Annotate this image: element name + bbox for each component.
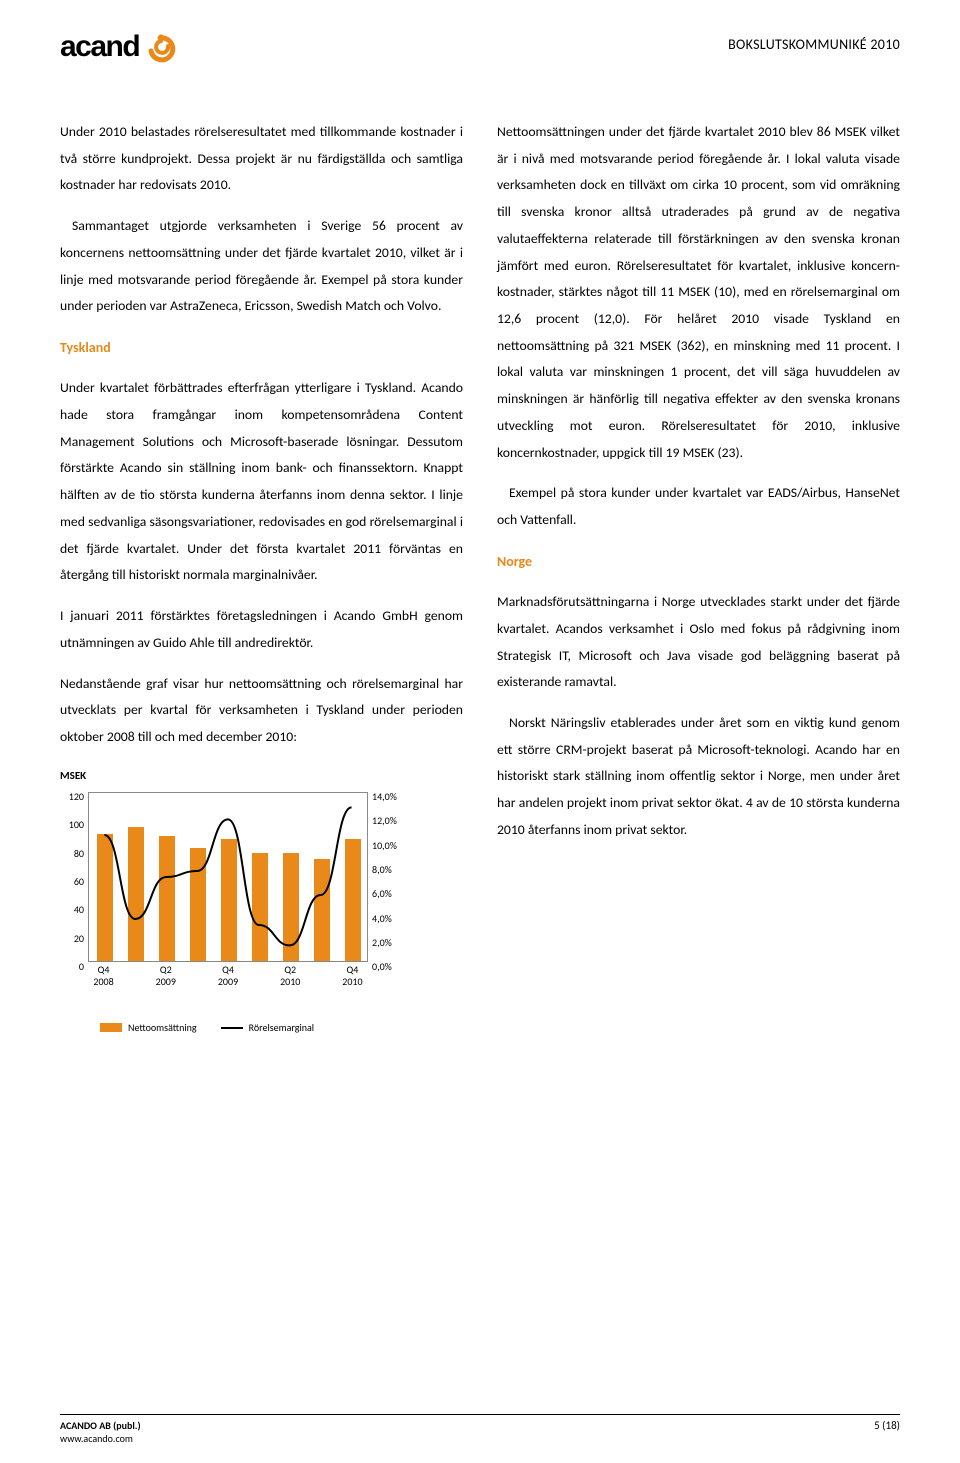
page-footer: ACANDO AB (publ.) www.acando.com 5 (18) — [60, 1414, 900, 1445]
plot-box — [88, 792, 368, 962]
swatch-line-icon — [221, 1027, 243, 1029]
left-p1: Under 2010 belastades rörelseresultatet … — [60, 119, 463, 199]
body-columns: Under 2010 belastades rörelseresultatet … — [60, 119, 900, 1038]
left-p2: Sammantaget utgjorde verksamheten i Sver… — [60, 213, 463, 320]
legend-bar-label: Nettoomsättning — [128, 1018, 197, 1038]
footer-company: ACANDO AB (publ.) — [60, 1419, 141, 1432]
left-p4: I januari 2011 förstärktes företagsledni… — [60, 603, 463, 656]
footer-page-number: 5 (18) — [874, 1419, 900, 1445]
line-layer — [89, 793, 367, 961]
legend-line-label: Rörelsemarginal — [249, 1018, 314, 1038]
svg-text:acand: acand — [60, 30, 139, 63]
left-column: Under 2010 belastades rörelseresultatet … — [60, 119, 463, 1038]
page: acand BOKSLUTSKOMMUNIKÉ 2010 Under 2010 … — [0, 0, 960, 1463]
heading-tyskland: Tyskland — [60, 334, 463, 361]
legend-line: Rörelsemarginal — [221, 1018, 314, 1038]
legend-bar: Nettoomsättning — [100, 1018, 197, 1038]
chart-legend: Nettoomsättning Rörelsemarginal — [100, 1018, 463, 1038]
chart-area: 020406080100120 0,0%2,0%4,0%6,0%8,0%10,0… — [60, 792, 430, 982]
logo: acand — [60, 30, 200, 64]
document-title: BOKSLUTSKOMMUNIKÉ 2010 — [728, 36, 900, 53]
heading-norge: Norge — [497, 548, 900, 575]
left-p3: Under kvartalet förbättrades efterfrågan… — [60, 375, 463, 589]
right-p1: Nettoomsättningen under det fjärde kvart… — [497, 119, 900, 466]
logo-svg: acand — [60, 30, 200, 64]
right-p2: Exempel på stora kunder under kvartalet … — [497, 480, 900, 533]
left-p5: Nedanstående graf visar hur nettoomsättn… — [60, 671, 463, 751]
chart-y-label: MSEK — [60, 765, 463, 786]
right-p3: Marknadsförutsättningarna i Norge utveck… — [497, 589, 900, 696]
right-p3b: Norskt Näringsliv etablerades under året… — [497, 710, 900, 844]
swatch-bar-icon — [100, 1023, 122, 1032]
footer-left: ACANDO AB (publ.) www.acando.com — [60, 1419, 141, 1445]
right-column: Nettoomsättningen under det fjärde kvart… — [497, 119, 900, 1038]
chart-container: MSEK 020406080100120 0,0%2,0%4,0%6,0%8,0… — [60, 765, 463, 1038]
footer-url: www.acando.com — [60, 1432, 141, 1445]
page-header: acand BOKSLUTSKOMMUNIKÉ 2010 — [60, 30, 900, 64]
